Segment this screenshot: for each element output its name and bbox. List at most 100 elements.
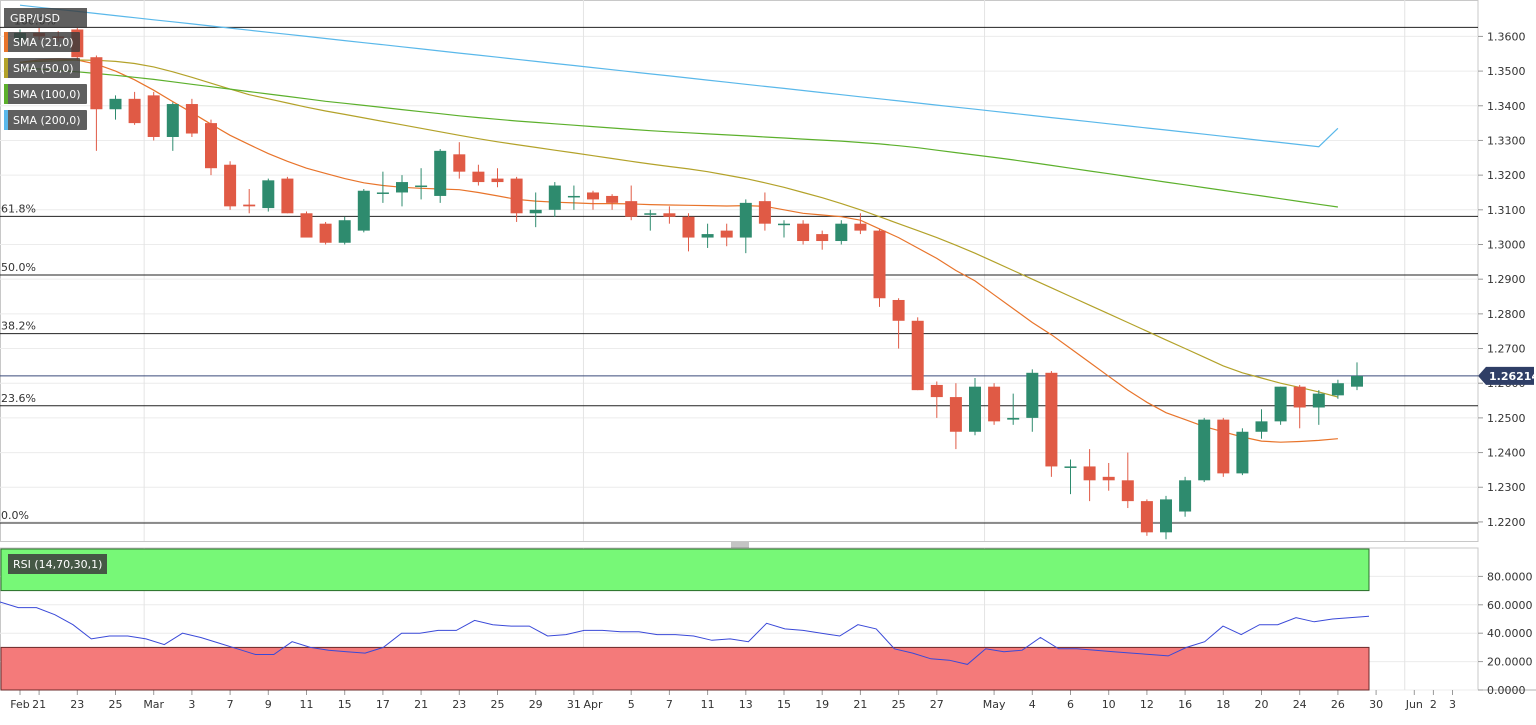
candle-up — [969, 386, 981, 432]
price-tick-label: 1.3100 — [1487, 204, 1526, 217]
candle-up — [1064, 466, 1077, 468]
date-tick-label: 15 — [338, 698, 352, 711]
candle-down — [224, 164, 237, 207]
candle-down — [816, 234, 829, 242]
candle-down — [281, 178, 294, 214]
candle-down — [128, 98, 141, 124]
candle-up — [415, 185, 428, 188]
date-tick-label: 29 — [529, 698, 543, 711]
date-tick-label: 9 — [265, 698, 272, 711]
legend-sma100[interactable]: SMA (100,0) — [4, 84, 87, 104]
last-price-badge-text: 1.262140 — [1489, 370, 1536, 383]
candle-up — [548, 185, 561, 210]
date-tick-label: 26 — [1331, 698, 1345, 711]
fib-level-label: 61.8% — [1, 202, 36, 215]
date-tick-label: 16 — [1178, 698, 1192, 711]
date-tick-label: 13 — [739, 698, 753, 711]
candle-up — [1236, 431, 1249, 474]
sma50-label: SMA (50,0) — [13, 61, 74, 75]
candle-down — [243, 204, 256, 207]
candle-up — [1026, 372, 1039, 418]
date-tick-label: Feb — [10, 698, 29, 711]
candle-down — [1045, 372, 1058, 467]
date-tick-label: 10 — [1102, 698, 1116, 711]
legend-sma21[interactable]: SMA (21,0) — [4, 32, 80, 52]
candle-down — [797, 223, 810, 242]
candle-up — [1255, 421, 1268, 432]
candlesticks — [14, 27, 1363, 540]
legend-sma50[interactable]: SMA (50,0) — [4, 58, 80, 78]
sma100-label: SMA (100,0) — [13, 87, 81, 101]
symbol-label[interactable]: GBP/USD — [4, 8, 87, 28]
candle-down — [472, 171, 485, 183]
candle-up — [701, 234, 714, 238]
candle-down — [930, 384, 943, 398]
price-tick-label: 1.3500 — [1487, 65, 1526, 78]
candle-up — [835, 223, 848, 242]
candle-up — [1331, 383, 1344, 396]
sma21-line — [19, 58, 1338, 443]
candle-up — [529, 209, 542, 214]
candle-up — [396, 182, 408, 193]
sma100-line — [19, 67, 1338, 208]
candle-up — [376, 192, 389, 194]
date-tick-label: 3 — [188, 698, 195, 711]
rsi-oversold-zone — [0, 646, 1370, 691]
sma200-label: SMA (200,0) — [13, 113, 81, 127]
candle-down — [625, 201, 638, 217]
rsi-tick-label: 80.0000 — [1487, 570, 1533, 583]
candle-up — [434, 150, 447, 196]
rsi-tick-label: 20.0000 — [1487, 656, 1533, 669]
price-tick-label: 1.3400 — [1487, 100, 1526, 113]
date-tick-label: 31 — [567, 698, 581, 711]
date-tick-label: 25 — [491, 698, 505, 711]
candle-up — [1198, 419, 1211, 481]
date-tick-label: 12 — [1140, 698, 1154, 711]
candle-up — [1179, 480, 1192, 512]
date-tick-label: 25 — [109, 698, 123, 711]
candle-down — [1217, 419, 1230, 474]
candle-down — [873, 230, 886, 299]
candle-down — [1121, 480, 1134, 502]
date-tick-label: 2 — [1430, 698, 1437, 711]
candle-up — [109, 98, 122, 110]
date-tick-label: 24 — [1293, 698, 1307, 711]
date-tick-label: 17 — [376, 698, 390, 711]
candle-up — [357, 190, 370, 231]
date-tick-label: 7 — [666, 698, 673, 711]
date-tick-label: 21 — [32, 698, 46, 711]
legend-sma200[interactable]: SMA (200,0) — [4, 110, 87, 130]
indicator-legend: GBP/USD SMA (21,0) SMA (50,0) SMA (100,0… — [4, 8, 87, 136]
date-tick-label: Jun — [1405, 698, 1423, 711]
rsi-tick-label: 0.0000 — [1487, 684, 1526, 697]
candle-down — [205, 123, 217, 169]
price-axis: 1.3600 1.3500 1.3400 1.3300 1.3200 1.3100 1.30… — [1478, 30, 1533, 697]
price-tick-label: 1.2400 — [1487, 447, 1526, 460]
candle-up — [166, 104, 179, 137]
last-price-badge-bg — [1478, 366, 1534, 385]
candle-up — [1160, 499, 1172, 533]
price-panel-border — [0, 0, 1479, 542]
sma50-swatch — [4, 58, 8, 78]
date-tick-label: 15 — [777, 698, 791, 711]
fib-level-label: 0.0% — [1, 509, 29, 522]
sma200-swatch — [4, 110, 8, 130]
date-tick-label: 3 — [1449, 698, 1456, 711]
candle-down — [587, 192, 599, 200]
date-tick-label: May — [983, 698, 1006, 711]
price-tick-label: 1.2900 — [1487, 273, 1526, 286]
candle-down — [720, 230, 733, 238]
sma21-swatch — [4, 32, 8, 52]
date-tick-label: 5 — [628, 698, 635, 711]
date-tick-label: 11 — [701, 698, 715, 711]
rsi-legend[interactable]: RSI (14,70,30,1) — [8, 554, 108, 574]
date-tick-label: Apr — [583, 698, 603, 711]
fib-level-label: 38.2% — [1, 320, 36, 333]
price-tick-label: 1.2800 — [1487, 308, 1526, 321]
date-tick-label: 23 — [70, 698, 84, 711]
candle-down — [1293, 386, 1306, 408]
last-price-badge: 1.262140 — [1478, 366, 1536, 385]
candle-down — [949, 397, 962, 432]
date-tick-label: 21 — [853, 698, 867, 711]
